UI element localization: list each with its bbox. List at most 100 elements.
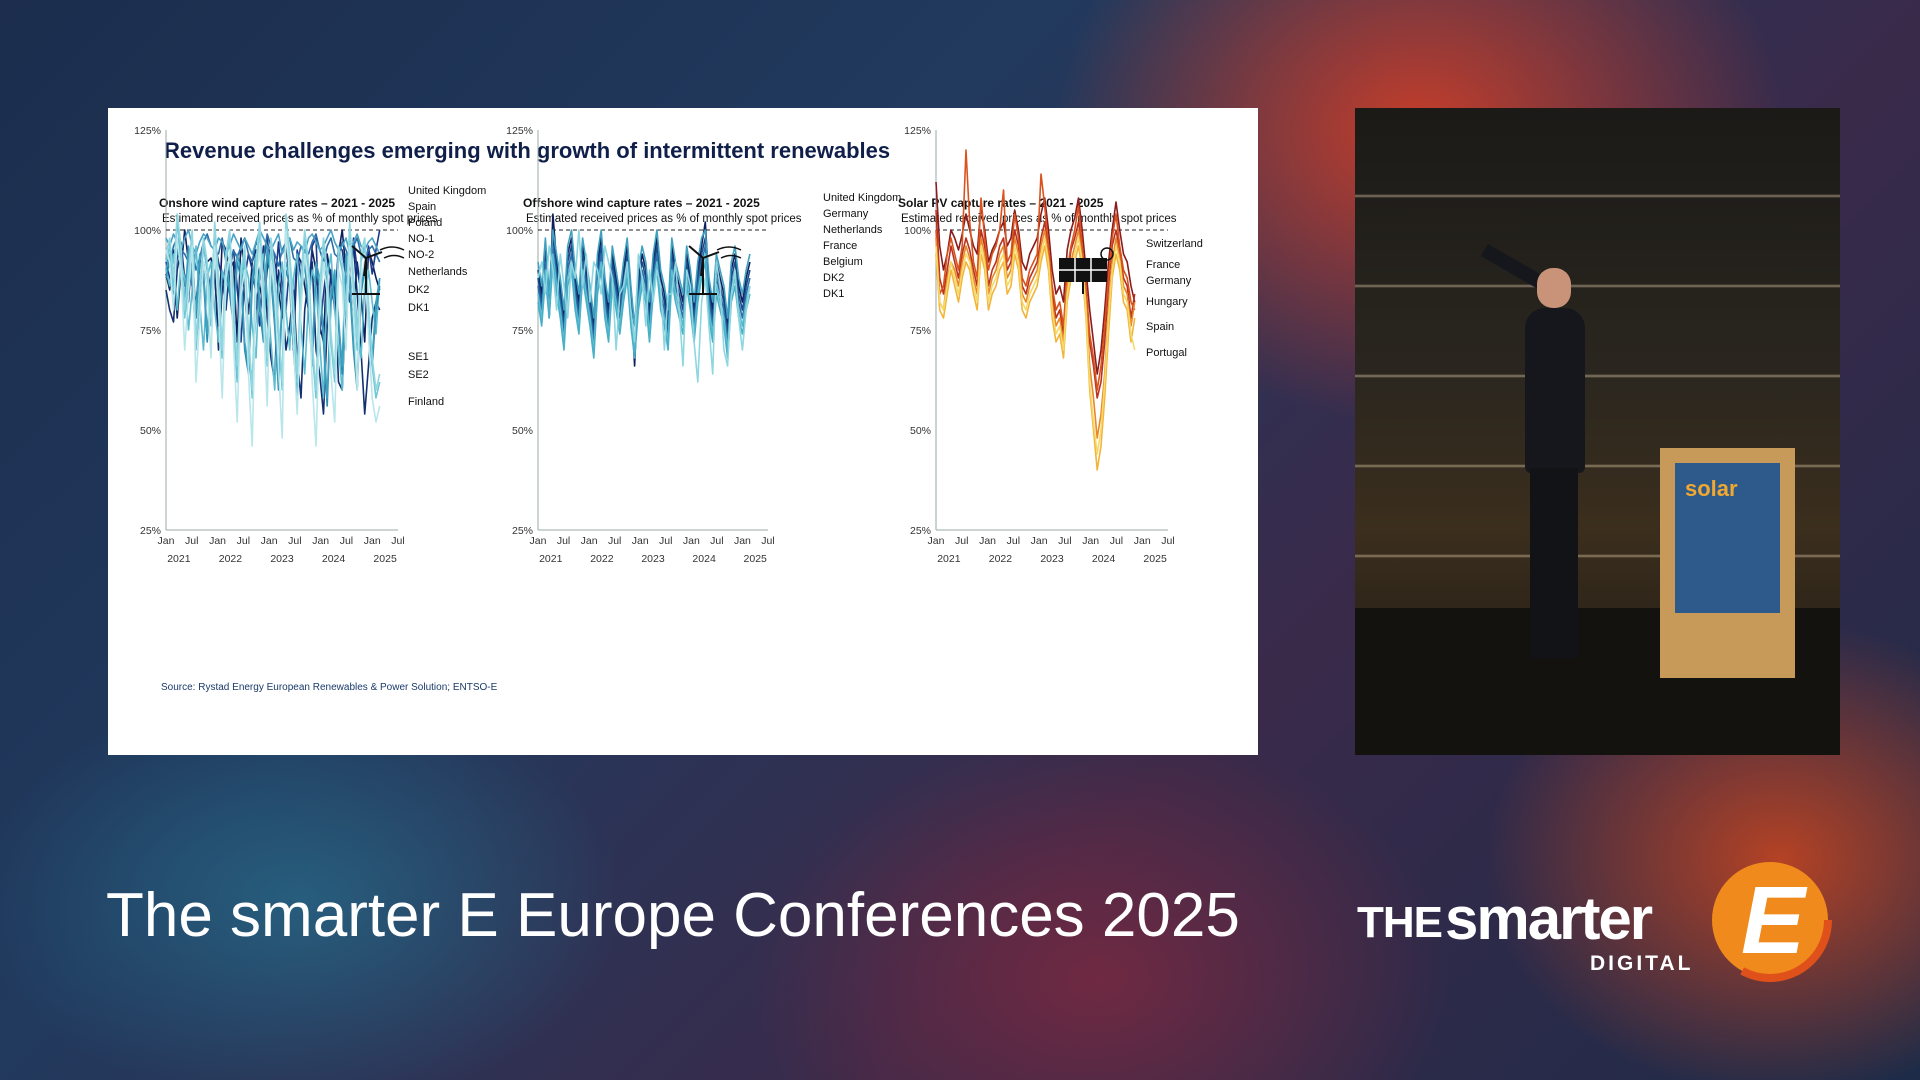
source-note: Source: Rystad Energy European Renewable… bbox=[161, 682, 498, 693]
y-tick-label: 75% bbox=[512, 325, 533, 337]
speaker-head bbox=[1537, 268, 1571, 308]
x-year-label: 2023 bbox=[641, 553, 665, 565]
x-year-label: 2023 bbox=[270, 553, 294, 565]
legend-label: Germany bbox=[823, 208, 869, 220]
x-tick-label: Jul bbox=[761, 535, 774, 547]
chart-title: Offshore wind capture rates – 2021 - 202… bbox=[523, 196, 760, 210]
legend-label: NO-2 bbox=[408, 249, 434, 261]
turbine-blade bbox=[688, 245, 704, 259]
x-tick-label: Jan bbox=[734, 535, 751, 547]
x-tick-label: Jan bbox=[261, 535, 278, 547]
legend-label: SE1 bbox=[408, 351, 429, 363]
legend-label: United Kingdom bbox=[823, 192, 901, 204]
conference-title: The smarter E Europe Conferences 2025 bbox=[106, 881, 1240, 950]
x-year-label: 2022 bbox=[989, 553, 1013, 565]
podium-panel bbox=[1675, 463, 1780, 613]
x-tick-label: Jan bbox=[1134, 535, 1151, 547]
x-tick-label: Jan bbox=[209, 535, 226, 547]
y-tick-label: 100% bbox=[134, 225, 161, 237]
y-tick-label: 100% bbox=[904, 225, 931, 237]
svg-text:E: E bbox=[1741, 867, 1808, 974]
turbine-blade bbox=[700, 257, 704, 277]
legend-label: Portugal bbox=[1146, 347, 1187, 359]
legend-label: NO-1 bbox=[408, 233, 434, 245]
x-tick-label: Jul bbox=[1058, 535, 1071, 547]
x-tick-label: Jan bbox=[158, 535, 175, 547]
series-line-no-2 bbox=[165, 229, 381, 255]
x-year-label: 2024 bbox=[322, 553, 346, 565]
chart-title: Solar PV capture rates – 2021 - 2025 bbox=[898, 196, 1104, 210]
legend-label: DK2 bbox=[823, 272, 844, 284]
x-year-label: 2025 bbox=[1143, 553, 1167, 565]
chart-panel-1: Onshore wind capture rates – 2021 - 2025… bbox=[134, 125, 486, 565]
x-tick-label: Jul bbox=[955, 535, 968, 547]
series-line-switzerland bbox=[935, 181, 1136, 375]
charts-svg: Onshore wind capture rates – 2021 - 2025… bbox=[134, 125, 1203, 565]
legend-label: Germany bbox=[1146, 275, 1192, 287]
speaker-legs bbox=[1530, 468, 1578, 658]
x-tick-label: Jan bbox=[1031, 535, 1048, 547]
x-tick-label: Jan bbox=[581, 535, 598, 547]
legend-label: France bbox=[1146, 259, 1180, 271]
x-tick-label: Jul bbox=[340, 535, 353, 547]
legend-label: Switzerland bbox=[1146, 238, 1203, 250]
x-year-label: 2021 bbox=[167, 553, 191, 565]
x-tick-label: Jan bbox=[312, 535, 329, 547]
chart-subtitle: Estimated received prices as % of monthl… bbox=[162, 213, 438, 225]
x-tick-label: Jul bbox=[710, 535, 723, 547]
turbine-blade bbox=[351, 245, 367, 259]
slide-title: Revenue challenges emerging with growth … bbox=[164, 138, 891, 163]
speaker-body bbox=[1525, 308, 1585, 473]
legend-label: Poland bbox=[408, 217, 442, 229]
x-year-label: 2022 bbox=[219, 553, 243, 565]
x-year-label: 2024 bbox=[1092, 553, 1116, 565]
x-tick-label: Jan bbox=[928, 535, 945, 547]
wind-turbine-icon bbox=[351, 245, 405, 295]
chart-subtitle: Estimated received prices as % of monthl… bbox=[526, 213, 802, 225]
y-tick-label: 75% bbox=[140, 325, 161, 337]
legend-label: DK1 bbox=[823, 288, 844, 300]
chart-panel-3: Solar PV capture rates – 2021 - 2025Esti… bbox=[898, 125, 1203, 565]
x-tick-label: Jul bbox=[1161, 535, 1174, 547]
x-tick-label: Jan bbox=[979, 535, 996, 547]
series-line-spain bbox=[935, 245, 1136, 471]
y-tick-label: 25% bbox=[140, 525, 161, 537]
brand-e-logo-icon: E bbox=[1708, 858, 1832, 982]
x-tick-label: Jul bbox=[185, 535, 198, 547]
y-tick-label: 50% bbox=[512, 425, 533, 437]
y-tick-label: 100% bbox=[506, 225, 533, 237]
series-line-portugal bbox=[935, 237, 1136, 455]
series-line-dk1 bbox=[537, 229, 751, 383]
x-tick-label: Jul bbox=[1007, 535, 1020, 547]
y-tick-label: 125% bbox=[134, 125, 161, 137]
legend-label: SE2 bbox=[408, 369, 429, 381]
legend-label: Spain bbox=[1146, 321, 1174, 333]
x-tick-label: Jul bbox=[237, 535, 250, 547]
x-tick-label: Jul bbox=[288, 535, 301, 547]
series-line-finland bbox=[165, 229, 381, 447]
y-tick-label: 50% bbox=[140, 425, 161, 437]
series-line-se2 bbox=[165, 213, 381, 391]
x-tick-label: Jul bbox=[659, 535, 672, 547]
series-line-france bbox=[935, 209, 1136, 399]
solar-panel-icon bbox=[1059, 247, 1114, 294]
x-tick-label: Jan bbox=[530, 535, 547, 547]
brand-the: THE bbox=[1357, 898, 1443, 947]
brand-digital: DIGITAL bbox=[1590, 952, 1694, 975]
x-year-label: 2024 bbox=[692, 553, 716, 565]
offshore-wind-turbine-icon bbox=[688, 245, 742, 295]
wind-gust bbox=[379, 246, 405, 259]
wind-gust bbox=[716, 246, 742, 259]
x-year-label: 2025 bbox=[373, 553, 397, 565]
turbine-blade bbox=[363, 257, 367, 277]
y-tick-label: 75% bbox=[910, 325, 931, 337]
x-tick-label: Jul bbox=[608, 535, 621, 547]
legend-label: Netherlands bbox=[823, 224, 883, 236]
x-tick-label: Jul bbox=[557, 535, 570, 547]
chart-title: Onshore wind capture rates – 2021 - 2025 bbox=[159, 196, 395, 210]
x-tick-label: Jul bbox=[1110, 535, 1123, 547]
sun bbox=[1100, 247, 1114, 261]
x-tick-label: Jul bbox=[391, 535, 404, 547]
podium-logo: solar bbox=[1685, 476, 1738, 501]
legend-label: DK1 bbox=[408, 302, 429, 314]
